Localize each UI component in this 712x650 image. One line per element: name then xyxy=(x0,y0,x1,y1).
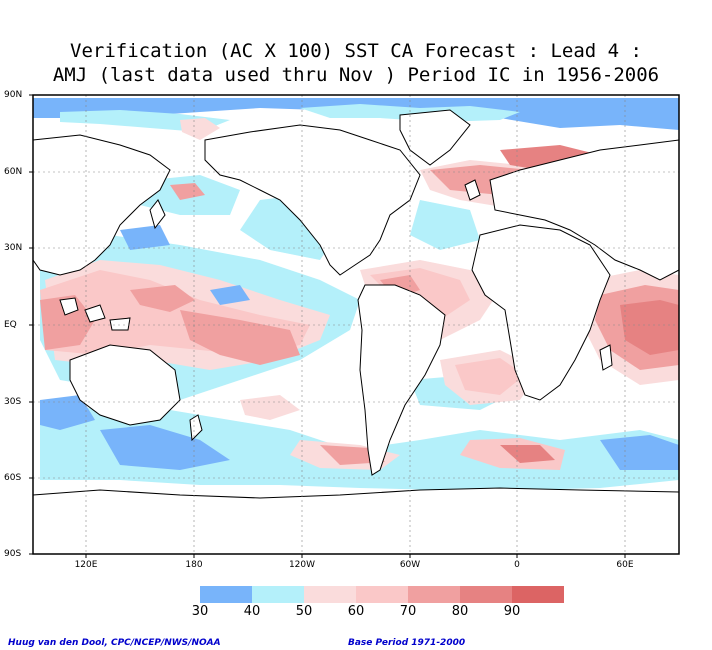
eurasia xyxy=(489,139,679,281)
land-masses xyxy=(33,109,679,554)
south-america xyxy=(357,284,446,476)
title-line-2: AMJ (last data used thru Nov ) Period IC… xyxy=(52,64,660,86)
lon-label-60w: 60W xyxy=(399,560,421,570)
africa xyxy=(471,224,611,401)
lon-label-120e: 120E xyxy=(74,560,98,570)
greenland xyxy=(399,109,471,166)
lat-label-90s: 90S xyxy=(4,549,22,559)
footer-credit: Huug van den Dool, CPC/NCEP/NWS/NOAA xyxy=(8,638,221,648)
east-asia xyxy=(33,134,171,276)
footer-base-period: Base Period 1971-2000 xyxy=(348,638,466,648)
lat-label-60s: 60S xyxy=(4,473,22,483)
australia xyxy=(69,344,181,426)
north-america xyxy=(204,124,421,276)
colorbar-label-40: 40 xyxy=(243,604,261,619)
graticule xyxy=(33,95,679,554)
lat-label-60n: 60N xyxy=(4,167,23,177)
lat-label-eq: EQ xyxy=(4,320,17,330)
lon-label-0: 0 xyxy=(514,560,520,570)
lon-label-60e: 60E xyxy=(616,560,634,570)
colorbar-label-50: 50 xyxy=(295,604,313,619)
title-line-1: Verification (AC X 100) SST CA Forecast … xyxy=(70,40,642,62)
lat-label-30n: 30N xyxy=(4,243,23,253)
colorbar-label-80: 80 xyxy=(451,604,469,619)
lon-label-120w: 120W xyxy=(288,560,316,570)
colorbar-label-70: 70 xyxy=(399,604,417,619)
antarctica xyxy=(33,487,679,554)
colorbar-label-60: 60 xyxy=(347,604,365,619)
colorbar-label-30: 30 xyxy=(191,604,209,619)
arctic-low-skill xyxy=(33,98,679,140)
lon-label-180: 180 xyxy=(185,560,203,570)
colorbar-label-90: 90 xyxy=(503,604,521,619)
lat-label-30s: 30S xyxy=(4,397,22,407)
lat-label-90n: 90N xyxy=(4,90,23,100)
